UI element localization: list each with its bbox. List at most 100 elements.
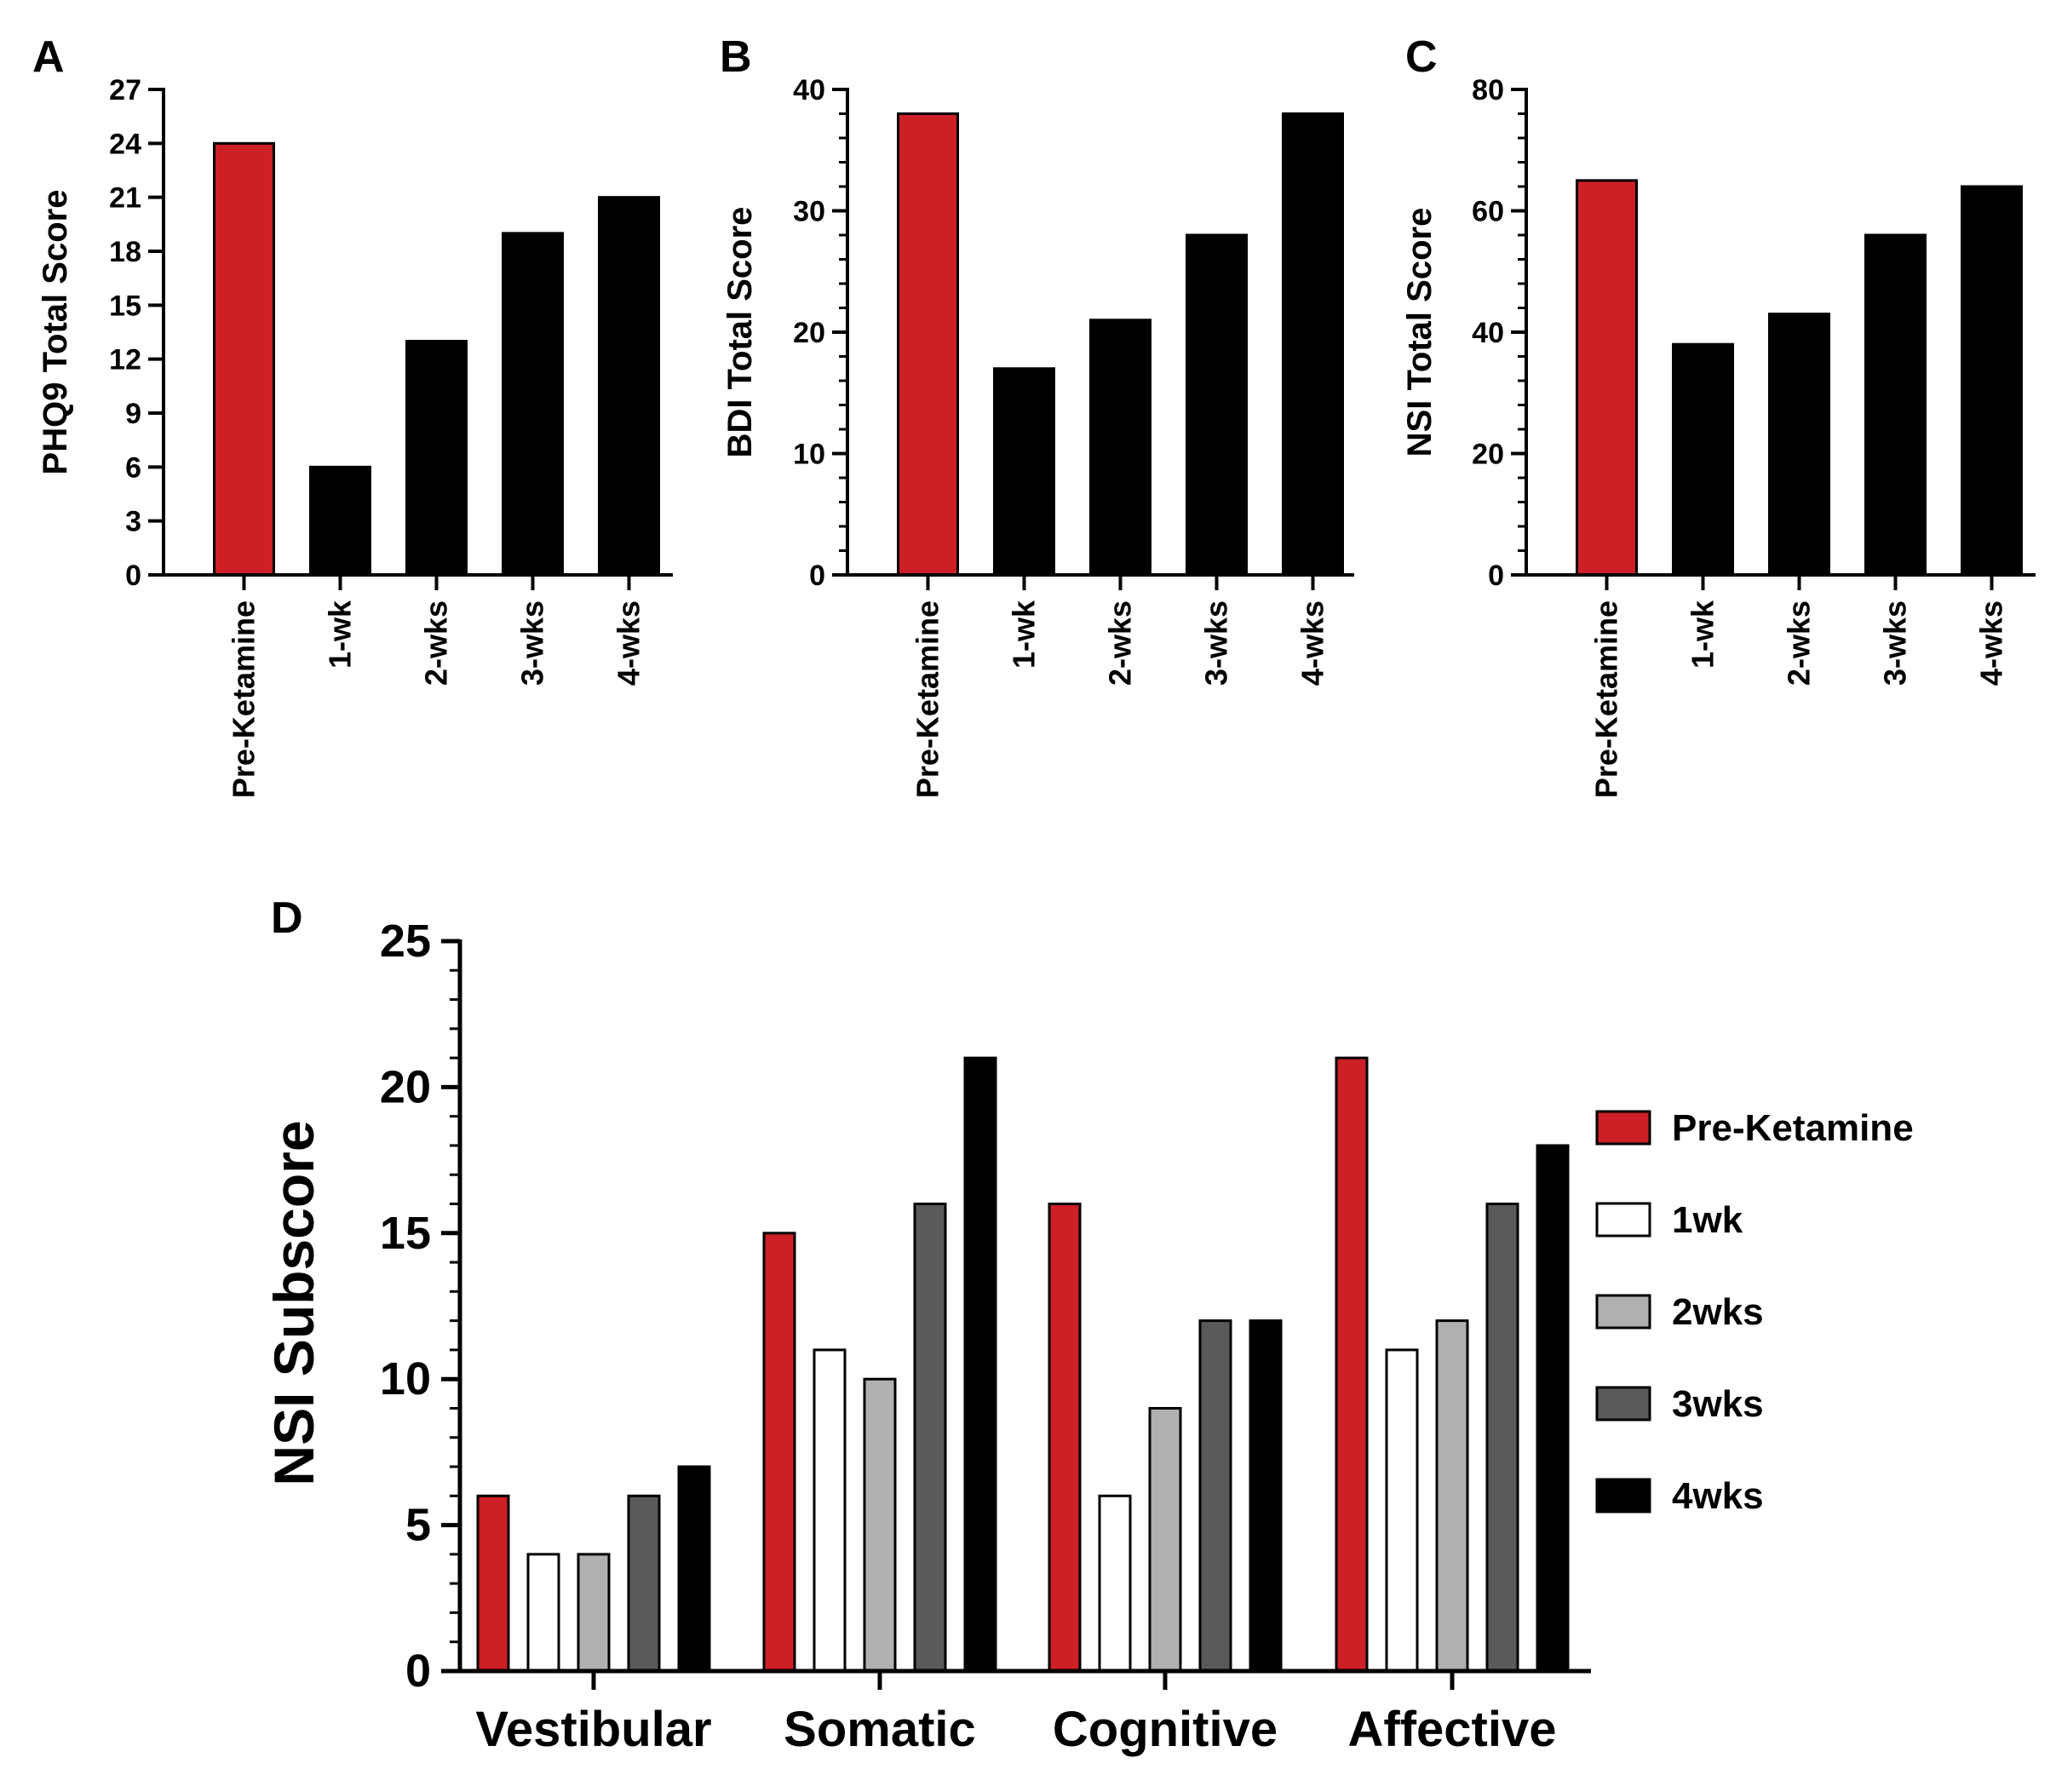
y-axis-label-a: PHQ9 Total Score bbox=[37, 190, 74, 475]
bar-d-pre-ketamine-somatic bbox=[762, 1232, 796, 1673]
x-tick-label-d: Somatic bbox=[784, 1702, 976, 1757]
y-axis-label-c: NSI Total Score bbox=[1401, 208, 1439, 457]
legend-label: 1wk bbox=[1672, 1199, 1743, 1241]
panel-label-d: D bbox=[271, 893, 303, 943]
bar-c-3 bbox=[1768, 313, 1830, 577]
bar-d-2wks-affective bbox=[1435, 1319, 1469, 1673]
legend-label: Pre-Ketamine bbox=[1672, 1107, 1914, 1149]
y-tick-label-a: 15 bbox=[109, 290, 141, 322]
y-tick-label-a: 18 bbox=[109, 236, 141, 268]
x-tick-label-a: Pre-Ketamine bbox=[227, 600, 261, 798]
y-tick-label-c: 20 bbox=[1472, 439, 1504, 471]
legend-swatch-4wks bbox=[1595, 1478, 1651, 1513]
legend-label: 4wks bbox=[1672, 1475, 1764, 1517]
y-tick-label-d: 0 bbox=[405, 1646, 431, 1697]
x-tick-label-d: Cognitive bbox=[1053, 1702, 1278, 1757]
y-tick-label-d: 15 bbox=[380, 1208, 431, 1259]
bar-d-3wks-affective bbox=[1485, 1203, 1519, 1673]
bar-d-1wk-vestibular bbox=[526, 1553, 560, 1673]
bar-a-4 bbox=[502, 232, 564, 577]
bar-d-4wks-affective bbox=[1536, 1144, 1570, 1673]
x-tick-label-b: Pre-Ketamine bbox=[910, 600, 945, 798]
panel-label-b: B bbox=[720, 32, 752, 82]
bar-d-pre-ketamine-affective bbox=[1335, 1056, 1369, 1673]
bar-d-2wks-somatic bbox=[863, 1377, 897, 1673]
x-tick-label-c: 2-wks bbox=[1782, 600, 1817, 686]
y-tick-label-c: 40 bbox=[1472, 317, 1504, 349]
bar-d-3wks-somatic bbox=[913, 1203, 947, 1673]
panel-label-a: A bbox=[32, 32, 65, 82]
y-tick-label-a: 6 bbox=[125, 451, 141, 484]
legend-swatch-2wks bbox=[1595, 1294, 1651, 1330]
y-tick-label-b: 0 bbox=[809, 560, 825, 592]
bar-d-pre-ketamine-vestibular bbox=[476, 1494, 510, 1673]
y-tick-label-a: 9 bbox=[125, 398, 141, 430]
bar-c-2 bbox=[1672, 342, 1734, 577]
x-tick-label-d: Affective bbox=[1348, 1702, 1557, 1757]
y-tick-label-d: 5 bbox=[405, 1500, 431, 1551]
x-tick-label-a: 4-wks bbox=[612, 600, 646, 686]
bar-a-1 bbox=[213, 141, 275, 577]
bar-b-1 bbox=[897, 112, 959, 577]
legend-swatch-pre-ketamine bbox=[1595, 1110, 1651, 1146]
legend-swatch-1wk bbox=[1595, 1202, 1651, 1238]
legend-label: 3wks bbox=[1672, 1383, 1764, 1425]
panel-b-bdi-chart: B BDI Total Score 0 10 20 30 40 Pre-Ketamine 1… bbox=[720, 32, 1354, 798]
y-tick-label-a: 24 bbox=[109, 128, 141, 160]
bar-d-4wks-vestibular bbox=[677, 1465, 711, 1673]
x-tick-label-a: 3-wks bbox=[515, 600, 550, 686]
y-tick-label-b: 10 bbox=[793, 439, 825, 471]
y-tick-label-a: 27 bbox=[109, 74, 141, 106]
bar-b-3 bbox=[1089, 319, 1151, 577]
panel-label-c: C bbox=[1405, 32, 1438, 82]
x-tick-label-b: 4-wks bbox=[1295, 600, 1330, 686]
x-tick-label-b: 3-wks bbox=[1199, 600, 1234, 686]
bar-b-5 bbox=[1282, 112, 1344, 577]
x-tick-label-c: 1-wk bbox=[1686, 600, 1720, 669]
bar-d-2wks-vestibular bbox=[577, 1553, 611, 1673]
y-tick-label-a: 3 bbox=[125, 506, 141, 538]
y-tick-label-b: 20 bbox=[793, 317, 825, 349]
y-tick-label-d: 25 bbox=[380, 916, 431, 967]
y-tick-label-d: 20 bbox=[380, 1061, 431, 1112]
panel-c-nsi-total-chart: C NSI Total Score 0 20 40 60 80 Pre-Ketamine 1… bbox=[1401, 32, 2036, 798]
bar-c-4 bbox=[1864, 233, 1927, 577]
bar-d-3wks-cognitive bbox=[1198, 1319, 1232, 1673]
bar-d-1wk-somatic bbox=[813, 1348, 847, 1673]
y-tick-label-c: 60 bbox=[1472, 196, 1504, 228]
bar-d-pre-ketamine-cognitive bbox=[1048, 1203, 1082, 1673]
x-tick-label-a: 1-wk bbox=[323, 600, 358, 669]
bar-a-5 bbox=[598, 196, 660, 577]
bar-a-2 bbox=[309, 465, 371, 577]
y-tick-label-b: 40 bbox=[793, 74, 825, 106]
bar-d-3wks-vestibular bbox=[627, 1494, 661, 1673]
bar-b-2 bbox=[993, 367, 1055, 577]
legend-label: 2wks bbox=[1672, 1291, 1764, 1333]
y-tick-label-a: 21 bbox=[109, 182, 141, 215]
panel-a-phq9-chart: A PHQ9 Total Score 0 3 6 9 12 15 18 21 24 27 Pre-K… bbox=[32, 32, 673, 798]
x-tick-label-c: 3-wks bbox=[1878, 600, 1913, 686]
panel-d-nsi-subscore-chart: D NSI Subscore 0 5 10 15 20 25 Vestibular Somat… bbox=[262, 893, 1914, 1757]
x-tick-label-c: 4-wks bbox=[1974, 600, 2009, 686]
bar-b-4 bbox=[1186, 233, 1248, 577]
y-tick-label-c: 80 bbox=[1472, 74, 1504, 106]
y-tick-label-a: 0 bbox=[125, 560, 141, 592]
bar-d-1wk-affective bbox=[1385, 1348, 1419, 1673]
legend-swatch-3wks bbox=[1595, 1386, 1651, 1422]
bar-c-1 bbox=[1576, 179, 1638, 577]
y-tick-label-c: 0 bbox=[1488, 560, 1504, 592]
y-tick-label-d: 10 bbox=[380, 1353, 431, 1404]
bar-c-5 bbox=[1961, 185, 2023, 577]
bar-d-4wks-cognitive bbox=[1249, 1319, 1283, 1673]
y-tick-label-a: 12 bbox=[109, 344, 141, 376]
bar-d-4wks-somatic bbox=[963, 1056, 997, 1673]
y-axis-label-b: BDI Total Score bbox=[721, 207, 759, 458]
x-tick-label-c: Pre-Ketamine bbox=[1589, 600, 1624, 798]
x-tick-label-b: 2-wks bbox=[1103, 600, 1138, 686]
bar-d-1wk-cognitive bbox=[1098, 1494, 1132, 1673]
x-tick-label-a: 2-wks bbox=[419, 600, 454, 686]
bar-d-2wks-cognitive bbox=[1148, 1406, 1182, 1673]
x-tick-label-d: Vestibular bbox=[475, 1702, 711, 1757]
bar-a-3 bbox=[405, 340, 468, 577]
